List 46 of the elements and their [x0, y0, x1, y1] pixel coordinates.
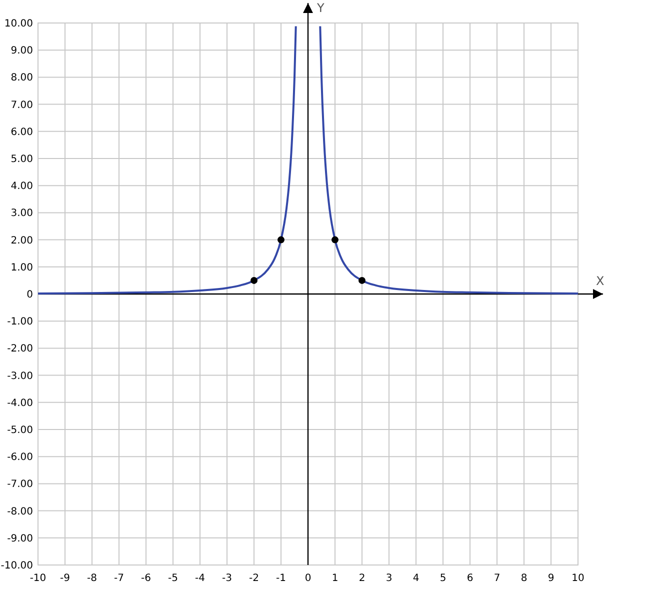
x-tick-label: 1	[332, 573, 338, 584]
line-series	[37, 25, 297, 294]
y-tick-label: 6.00	[10, 126, 33, 138]
y-tick-label: -2.00	[7, 344, 33, 355]
y-tick-label: -4.00	[7, 398, 33, 409]
x-tick-label: 7	[494, 573, 500, 584]
y-tick-label: -1.00	[7, 316, 33, 328]
x-tick-label: -3	[222, 573, 232, 584]
x-tick-label: -7	[114, 573, 124, 584]
x-axis-title: X	[596, 274, 604, 288]
y-tick-label: -8.00	[7, 506, 33, 518]
x-tick-label: -4	[195, 573, 205, 584]
y-axis-title: Y	[316, 1, 325, 15]
y-tick-label: 5.00	[10, 154, 33, 165]
y-tick-label: 1.00	[10, 262, 33, 274]
x-tick-label: 3	[386, 573, 392, 584]
y-tick-label: 7.00	[10, 100, 33, 111]
y-tick-label: 4.00	[10, 181, 33, 192]
x-tick-label: -5	[168, 573, 178, 584]
x-tick-label: 10	[572, 573, 584, 584]
x-tick-label: -2	[249, 573, 259, 584]
x-tick-label: 6	[466, 573, 474, 584]
x-tick-label: 5	[440, 573, 446, 584]
x-tick-label: 2	[358, 573, 366, 584]
x-tick-label: -1	[276, 573, 286, 584]
y-tick-label: -5.00	[7, 425, 33, 436]
x-tick-label: -10	[30, 573, 46, 584]
x-tick-label: -6	[141, 573, 151, 584]
x-tick-label: 4	[412, 573, 420, 584]
y-tick-label: 9.00	[10, 46, 33, 57]
y-tick-label: -9.00	[7, 533, 33, 544]
y-tick-label: -10.00	[0, 560, 33, 572]
y-tick-label: 2.00	[10, 235, 33, 246]
y-tick-label: 10.00	[4, 18, 33, 30]
line-series	[319, 25, 579, 294]
y-tick-label: 8.00	[10, 72, 33, 84]
y-tick-label: 3.00	[10, 208, 33, 220]
x-tick-label: -8	[87, 573, 97, 584]
y-tick-label: -3.00	[7, 370, 33, 382]
x-tick-label: 0	[304, 573, 312, 584]
x-tick-label: 9	[548, 573, 554, 584]
x-tick-label: 8	[520, 573, 528, 584]
y-tick-label: -6.00	[7, 452, 33, 464]
y-tick-label: 0	[26, 290, 33, 300]
y-tick-label: -7.00	[7, 479, 33, 490]
x-tick-label: -9	[60, 573, 70, 584]
